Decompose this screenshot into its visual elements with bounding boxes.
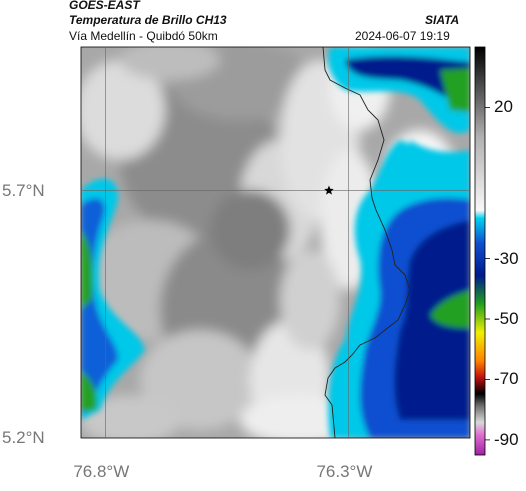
map-frame (80, 46, 471, 439)
agency-title: GOES-EAST (69, 0, 140, 12)
route-label: Vía Medellín - Quibdó 50km (69, 29, 218, 43)
coastline (322, 47, 411, 438)
colorbar-tick-label: -70 (494, 369, 519, 389)
lat-tick-label: 5.7°N (2, 180, 45, 200)
colorbar-tick-label: -50 (494, 309, 519, 328)
colorbar-tick-label: 20 (494, 97, 513, 117)
colorbar-tick-label: -90 (494, 429, 519, 449)
lon-tick-label: 76.3°W (316, 462, 373, 481)
product-title: Temperatura de Brillo CH13 (69, 13, 227, 27)
colorbar (474, 46, 486, 456)
lon-tick-label: 76.8°W (73, 462, 130, 481)
lat-tick-label: 5.2°N (2, 428, 45, 447)
graticule (81, 47, 470, 438)
timestamp-label: 2024-06-07 19:19 (355, 29, 450, 43)
colorbar-tick-label: -30 (494, 248, 519, 268)
location-marker-star-icon (324, 185, 334, 195)
brand-label: SIATA (425, 13, 460, 27)
